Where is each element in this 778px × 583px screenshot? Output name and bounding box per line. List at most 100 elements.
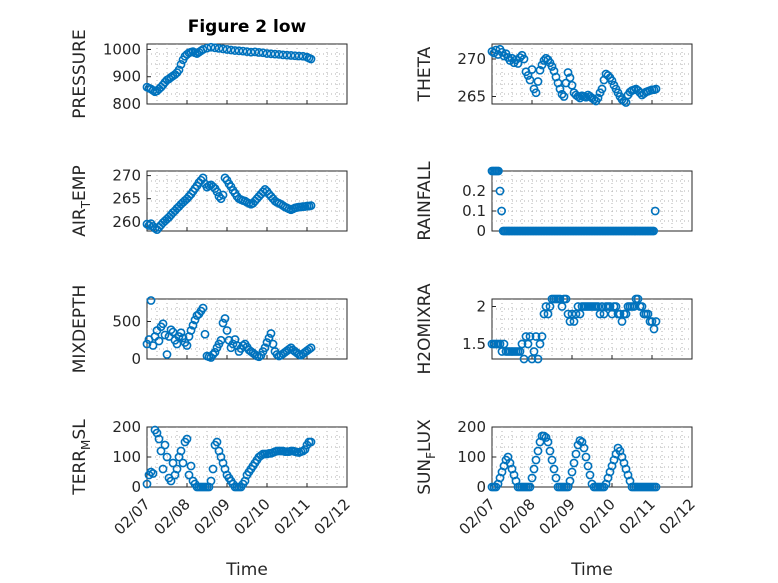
panel-8-data-point	[581, 452, 591, 462]
panel-7-ytick-label: 200	[112, 418, 141, 436]
panel-5-ytick-label: 500	[112, 313, 141, 331]
panel-1-data-point	[294, 51, 304, 61]
panel-2-data-point	[527, 65, 537, 74]
panel-1-data-point	[278, 50, 288, 60]
panel-5-data-point	[154, 336, 164, 346]
panel-7-data-point	[212, 437, 222, 447]
panel-5-data-point	[158, 319, 168, 329]
panel-3: 260 265 270 AIRTEMP	[70, 165, 348, 237]
panel-6-data-point	[651, 317, 661, 326]
panel-8-data-point	[651, 482, 661, 492]
panel-2-data-point	[651, 84, 661, 94]
panel-1-ytick-label: 900	[112, 68, 141, 86]
panel-5-data-point	[218, 318, 228, 328]
panel-7-data-point	[172, 464, 182, 474]
panel-7-data-point	[178, 458, 188, 468]
panel-1-data-point	[234, 46, 244, 56]
panel-2-data-point	[593, 93, 603, 103]
panel-5-data-point	[176, 328, 186, 338]
panel-2-data-point	[555, 84, 565, 94]
panel-8-data-point	[539, 431, 549, 441]
panel-3-ylabel: AIRTEMP	[70, 165, 93, 236]
panel-8-data-point	[525, 482, 535, 492]
panel-5-data-point	[142, 339, 152, 349]
panel-3-data-point	[214, 191, 224, 201]
panel-5-data-point	[272, 350, 282, 359]
panel-8-data-point	[543, 437, 553, 447]
panel-6-ytick-label: 1.5	[462, 335, 486, 353]
panel-1-data-point	[202, 43, 212, 53]
panel-1-data-point	[270, 49, 280, 59]
panel-8-data-point	[529, 464, 539, 474]
panel-4-ytick-label: 0.2	[462, 182, 486, 200]
panel-7-data-point	[146, 467, 156, 477]
panel-5-data-point	[260, 343, 270, 353]
panel-5: 0 500 MIXDEPTH	[70, 285, 348, 374]
panel-5-data-point	[160, 330, 170, 340]
panel-5-data-point	[220, 314, 230, 323]
panel-1: 800 900 1000 PRESSURE Figure 2 low	[70, 17, 348, 119]
panel-7-xtick-label: 02/08	[151, 495, 194, 538]
panel-1-title: Figure 2 low	[188, 17, 307, 37]
panel-7-data-point	[168, 458, 178, 468]
panel-1-data-point	[254, 48, 264, 57]
panel-2-ylabel: THETA	[415, 46, 435, 102]
panel-8-ytick-label: 0	[476, 478, 486, 496]
panel-4-ytick-label: 0	[476, 222, 486, 240]
panel-5-data-point	[304, 344, 314, 354]
panel-4-data-point	[650, 206, 660, 216]
panel-5-data-point	[186, 326, 196, 335]
panel-3-data-point	[218, 190, 228, 200]
panel-1-data-point	[214, 43, 224, 53]
panel-6: 1.5 2 H2OMIXRA	[415, 283, 693, 375]
panel-4-data-point	[493, 166, 503, 176]
panel-7-xtick-label: 02/07	[111, 495, 154, 538]
panel-5-data-point	[222, 326, 232, 335]
panel-2-data-point	[525, 75, 535, 85]
panel-8-data-point	[583, 461, 593, 471]
panel-8-xtick-label: 02/11	[616, 495, 659, 538]
panel-8-xlabel: Time	[570, 560, 613, 580]
panel-1-data-point	[222, 45, 232, 54]
panel-2-data-point	[519, 54, 529, 64]
panel-6-data-point	[531, 332, 541, 341]
panel-5-data-point	[148, 341, 158, 350]
panel-8-ylabel: SUNFLUX	[415, 419, 438, 495]
panel-7-data-point	[162, 452, 172, 462]
panel-4-data-point	[497, 206, 506, 216]
panel-8-data-point	[531, 455, 541, 465]
panel-1-data-point	[198, 45, 208, 54]
panel-5-data-point	[198, 303, 208, 313]
panel-5-ytick-label: 0	[131, 350, 141, 368]
panel-1-data-point	[266, 49, 276, 59]
panel-7-data-point	[158, 464, 168, 474]
panel-8-data-point	[571, 449, 581, 459]
panel-2-data-point	[535, 65, 545, 75]
panel-8-data-point	[551, 473, 561, 483]
panel-8-data-point	[585, 470, 595, 480]
panel-7-data-point	[160, 440, 170, 450]
panel-7-data-point	[154, 434, 164, 444]
panel-6-data-point	[529, 347, 539, 356]
panel-6-data-point	[517, 339, 527, 349]
panel-7-xtick-label: 02/09	[191, 495, 234, 538]
panel-2-data-point	[559, 92, 569, 101]
panel-5-data-point	[238, 341, 248, 350]
panel-5-data-point	[228, 339, 238, 349]
panel-7-xtick-label: 02/12	[311, 495, 354, 538]
panel-8-data-point	[533, 446, 543, 456]
panel-5-data-point	[264, 333, 274, 343]
panel-2-data-point	[499, 51, 509, 61]
panel-5-ylabel: MIXDEPTH	[70, 285, 90, 374]
panel-4-ytick-label: 0.1	[462, 202, 486, 220]
panel-3-ytick-label: 260	[112, 213, 141, 231]
panel-7-xtick-label: 02/11	[271, 495, 314, 538]
panel-2-data-point	[607, 76, 617, 86]
panel-5-data-point	[168, 327, 178, 337]
panel-2-data-point	[563, 68, 573, 77]
panel-3-data-point	[220, 173, 230, 183]
panel-8-data-point	[565, 476, 575, 486]
panel-1-data-point	[258, 48, 268, 58]
